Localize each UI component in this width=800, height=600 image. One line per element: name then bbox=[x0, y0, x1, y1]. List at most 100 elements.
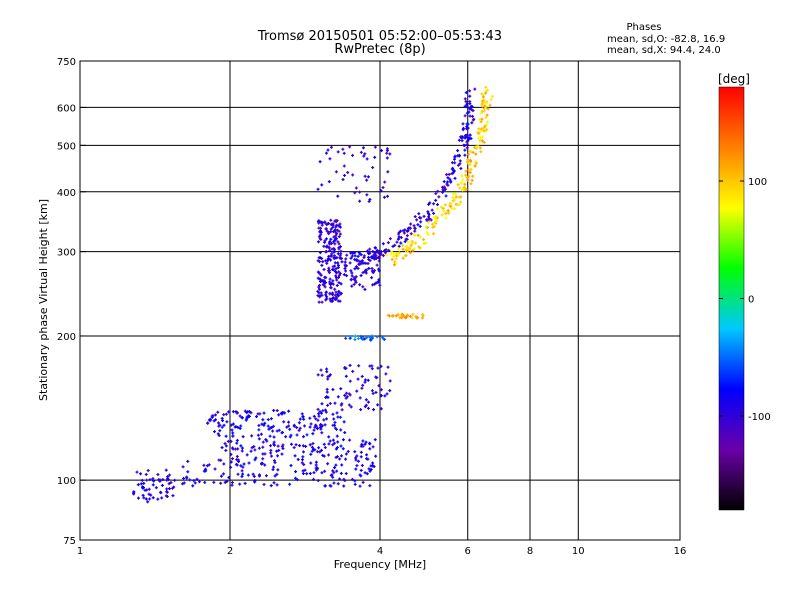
data-point bbox=[373, 257, 377, 261]
data-point bbox=[225, 420, 229, 424]
data-point bbox=[324, 227, 328, 231]
data-point bbox=[359, 262, 363, 266]
data-point bbox=[325, 387, 329, 391]
data-point bbox=[444, 194, 448, 198]
data-point bbox=[381, 186, 385, 190]
data-point bbox=[446, 180, 450, 184]
data-point bbox=[480, 139, 484, 143]
data-point bbox=[275, 483, 279, 487]
data-point bbox=[402, 231, 406, 235]
data-point bbox=[328, 249, 332, 253]
data-point bbox=[463, 153, 467, 157]
data-point bbox=[357, 250, 361, 254]
data-point bbox=[272, 465, 276, 469]
data-point bbox=[452, 207, 456, 211]
data-point bbox=[480, 117, 484, 121]
data-point bbox=[403, 240, 407, 244]
data-point bbox=[376, 366, 380, 370]
data-point bbox=[419, 220, 423, 224]
data-point bbox=[328, 280, 332, 284]
data-point bbox=[168, 473, 172, 477]
data-point bbox=[373, 269, 377, 273]
data-point bbox=[323, 221, 327, 225]
data-point bbox=[373, 145, 377, 149]
data-point bbox=[344, 396, 348, 400]
data-point bbox=[182, 476, 186, 480]
data-point bbox=[316, 187, 320, 191]
data-point bbox=[370, 267, 374, 271]
data-point bbox=[363, 287, 367, 291]
data-point bbox=[337, 224, 341, 228]
data-point bbox=[432, 224, 436, 228]
data-point bbox=[377, 278, 381, 282]
data-point bbox=[353, 450, 357, 454]
data-point bbox=[364, 398, 368, 402]
data-point bbox=[271, 424, 275, 428]
data-point bbox=[399, 241, 403, 245]
colorbar-ticks: 100 0 -100 bbox=[719, 177, 771, 423]
data-point bbox=[334, 237, 338, 241]
data-point bbox=[412, 247, 416, 251]
data-point bbox=[292, 424, 296, 428]
data-point bbox=[342, 420, 346, 424]
data-point bbox=[348, 145, 352, 149]
data-point bbox=[379, 189, 383, 193]
data-point bbox=[240, 449, 244, 453]
data-point bbox=[374, 454, 378, 458]
data-point bbox=[285, 425, 289, 429]
data-point bbox=[339, 249, 343, 253]
data-point bbox=[280, 445, 284, 449]
data-point bbox=[322, 418, 326, 422]
data-point bbox=[338, 254, 342, 258]
data-point bbox=[464, 173, 468, 177]
data-point bbox=[339, 252, 343, 256]
data-point bbox=[266, 424, 270, 428]
data-point bbox=[147, 487, 151, 491]
data-point bbox=[337, 273, 341, 277]
data-point bbox=[320, 471, 324, 475]
data-point bbox=[370, 276, 374, 280]
data-point bbox=[395, 240, 399, 244]
data-point bbox=[230, 457, 234, 461]
data-point bbox=[365, 157, 369, 161]
data-point bbox=[447, 172, 451, 176]
data-point bbox=[366, 262, 370, 266]
data-point bbox=[148, 497, 152, 501]
data-point bbox=[387, 248, 391, 252]
data-point bbox=[451, 196, 455, 200]
data-point bbox=[323, 408, 327, 412]
data-point bbox=[316, 289, 320, 293]
data-point bbox=[308, 472, 312, 476]
data-point bbox=[234, 462, 238, 466]
data-point bbox=[331, 222, 335, 226]
data-point bbox=[379, 250, 383, 254]
data-point bbox=[165, 478, 169, 482]
data-point bbox=[451, 169, 455, 173]
data-point bbox=[340, 463, 344, 467]
data-point bbox=[353, 338, 357, 342]
data-point bbox=[462, 186, 466, 190]
x-axis-label: Frequency [MHz] bbox=[334, 558, 426, 571]
data-point bbox=[345, 253, 349, 257]
data-point bbox=[477, 127, 481, 131]
data-point bbox=[405, 245, 409, 249]
data-point bbox=[460, 174, 464, 178]
data-point bbox=[416, 316, 420, 320]
data-point bbox=[334, 225, 338, 229]
data-point bbox=[441, 190, 445, 194]
data-point bbox=[358, 473, 362, 477]
data-point bbox=[486, 120, 490, 124]
data-point bbox=[377, 259, 381, 263]
data-point bbox=[249, 449, 253, 453]
data-point bbox=[329, 282, 333, 286]
data-point bbox=[320, 223, 324, 227]
data-point bbox=[241, 465, 245, 469]
data-point bbox=[202, 463, 206, 467]
data-point bbox=[377, 267, 381, 271]
data-point bbox=[334, 267, 338, 271]
data-point bbox=[154, 486, 158, 490]
data-point bbox=[443, 203, 447, 207]
data-point bbox=[346, 170, 350, 174]
data-point bbox=[345, 274, 349, 278]
data-point bbox=[327, 435, 331, 439]
